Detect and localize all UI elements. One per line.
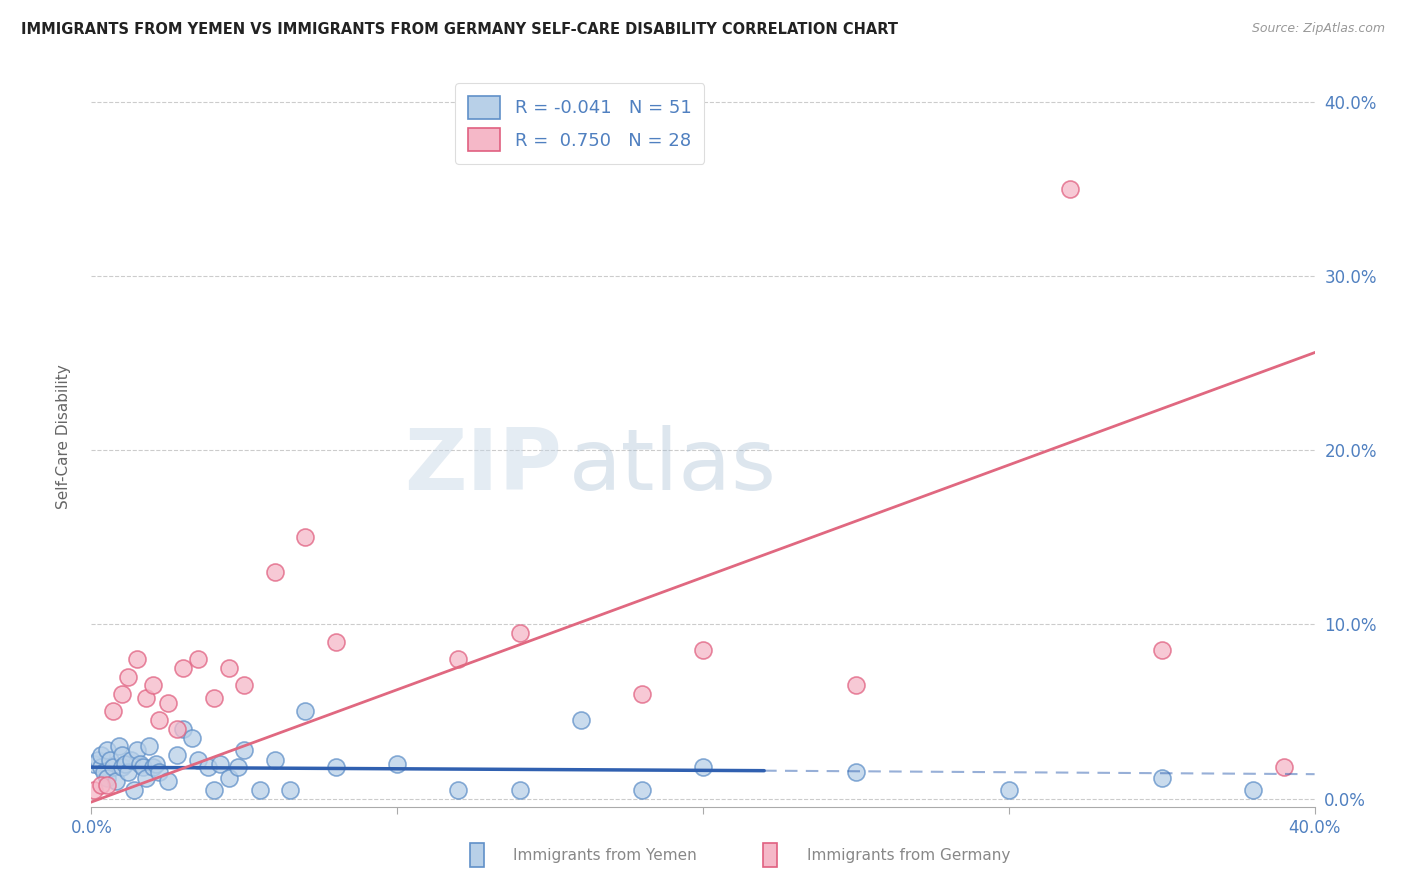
Point [101,705,124,719]
Point [181,731,204,745]
Point [141,678,163,692]
Point [172,722,194,736]
Point [101,760,124,774]
Text: ZIP: ZIP [405,425,562,508]
Point [631,782,654,797]
Point [96,771,118,785]
Text: atlas: atlas [568,425,776,508]
Point [90,760,112,774]
Point [114,756,136,771]
Point [90,747,112,762]
Point [692,760,714,774]
Point [1150,771,1173,785]
Point [135,690,157,705]
Point [93,765,115,780]
Point [96,778,118,792]
Point [104,774,127,789]
Point [166,722,188,736]
Point [166,747,188,762]
Point [202,690,225,705]
Point [233,743,256,757]
Point [1272,760,1295,774]
Point [845,765,868,780]
Point [132,760,155,774]
Text: IMMIGRANTS FROM YEMEN VS IMMIGRANTS FROM GERMANY SELF-CARE DISABILITY CORRELATIO: IMMIGRANTS FROM YEMEN VS IMMIGRANTS FROM… [21,22,898,37]
Point [845,678,868,692]
Legend: R = -0.041   N = 51, R =  0.750   N = 28: R = -0.041 N = 51, R = 0.750 N = 28 [456,83,704,164]
Point [233,678,256,692]
Point [117,670,139,684]
Point [692,643,714,657]
Point [156,696,179,710]
Point [202,782,225,797]
Point [148,765,170,780]
Point [218,771,240,785]
Point [294,705,316,719]
Point [86,753,108,767]
Point [509,782,531,797]
Point [631,687,654,701]
Text: Source: ZipAtlas.com: Source: ZipAtlas.com [1251,22,1385,36]
Point [569,713,592,727]
Point [325,634,347,648]
Point [1243,782,1265,797]
Y-axis label: Self-Care Disability: Self-Care Disability [56,365,70,509]
Point [218,661,240,675]
Point [135,771,157,785]
Point [96,743,118,757]
Point [145,756,167,771]
Text: Immigrants from Yemen: Immigrants from Yemen [513,848,697,863]
Point [509,626,531,640]
Point [226,760,249,774]
Point [447,782,470,797]
Point [278,782,301,797]
Point [122,782,145,797]
Point [83,756,105,771]
Point [447,652,470,666]
Point [127,743,149,757]
Point [141,760,163,774]
Point [111,687,134,701]
Point [156,774,179,789]
Point [129,756,152,771]
Point [197,760,219,774]
Point [83,782,105,797]
Point [120,753,142,767]
Point [187,753,209,767]
Text: Immigrants from Germany: Immigrants from Germany [807,848,1011,863]
Point [264,565,287,579]
Point [111,760,134,774]
Point [1150,643,1173,657]
Point [98,753,121,767]
Point [998,782,1021,797]
Point [111,747,134,762]
Point [127,652,149,666]
Point [138,739,160,754]
Point [294,530,316,544]
Point [117,765,139,780]
Point [1059,182,1081,196]
Point [325,760,347,774]
Point [264,753,287,767]
Point [385,756,409,771]
Point [108,739,131,754]
Point [249,782,271,797]
Point [148,713,170,727]
Point [172,661,194,675]
Point [187,652,209,666]
Point [208,756,231,771]
Point [90,778,112,792]
